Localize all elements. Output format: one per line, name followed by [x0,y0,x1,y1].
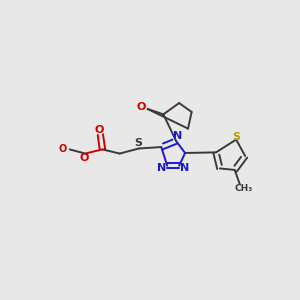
Text: O: O [94,125,104,135]
Text: N: N [173,131,182,141]
Text: S: S [135,138,143,148]
Text: N: N [180,163,189,173]
Text: O: O [79,153,88,163]
Text: O: O [136,103,146,112]
Text: S: S [232,132,240,142]
Text: CH₃: CH₃ [235,184,253,193]
Text: O: O [58,144,66,154]
Text: N: N [157,163,167,173]
